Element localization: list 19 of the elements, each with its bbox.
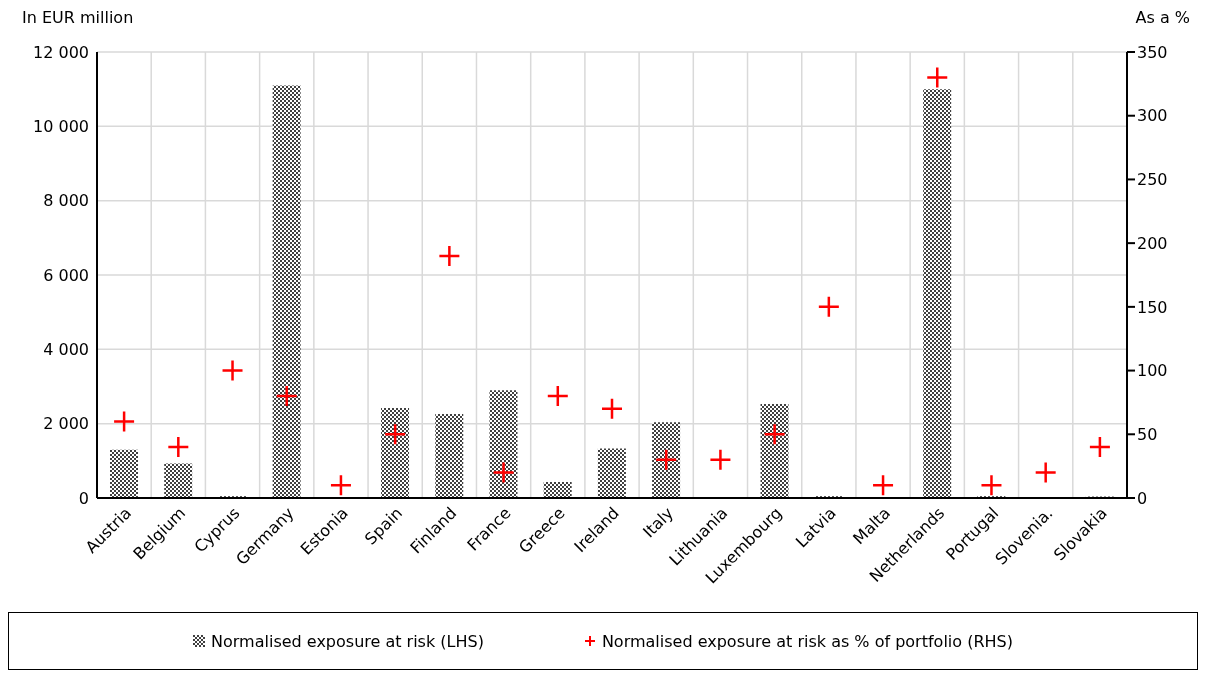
y-tick-label: 8 000 bbox=[43, 191, 89, 211]
y-tick-label: 12 000 bbox=[33, 42, 89, 62]
y-tick-label: 10 000 bbox=[33, 117, 89, 137]
y2-tick-label: 350 bbox=[1137, 42, 1168, 62]
y-axis-title: In EUR million bbox=[22, 8, 134, 27]
y2-axis-title: As a % bbox=[1135, 8, 1190, 27]
y2-tick-label: 100 bbox=[1137, 361, 1168, 381]
legend-label: Normalised exposure at risk (LHS) bbox=[211, 631, 484, 651]
y2-tick-label: 150 bbox=[1137, 297, 1168, 317]
y2-tick-label: 200 bbox=[1137, 233, 1168, 253]
y2-tick-label: 300 bbox=[1137, 106, 1168, 126]
y-tick-label: 0 bbox=[78, 488, 89, 508]
y2-tick-label: 250 bbox=[1137, 170, 1168, 190]
legend-label: Normalised exposure at risk as % of portfolio (RHS) bbox=[601, 631, 1013, 651]
y2-tick-label: 0 bbox=[1137, 488, 1148, 508]
y-tick-label: 4 000 bbox=[43, 340, 89, 360]
y-tick-label: 2 000 bbox=[43, 414, 89, 434]
y2-tick-label: 50 bbox=[1137, 424, 1158, 444]
y-tick-label: 6 000 bbox=[43, 265, 89, 285]
